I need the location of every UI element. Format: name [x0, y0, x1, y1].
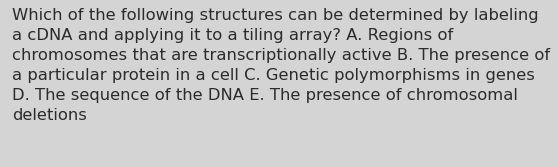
Text: Which of the following structures can be determined by labeling
a cDNA and apply: Which of the following structures can be… — [12, 8, 550, 123]
